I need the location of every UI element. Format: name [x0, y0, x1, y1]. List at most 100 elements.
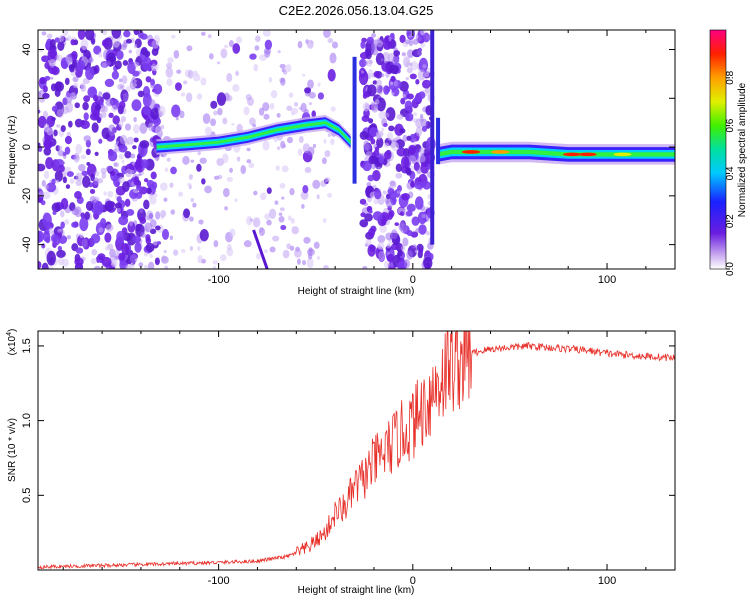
spectral-noise-blob: [118, 153, 124, 160]
spectral-noise-blob: [370, 48, 379, 56]
spectral-noise-blob: [391, 243, 399, 251]
spectral-noise-blob: [395, 163, 403, 173]
spectral-noise-blob: [378, 111, 386, 120]
spectral-noise-blob: [409, 73, 417, 80]
spectral-noise-blob: [220, 48, 228, 59]
spectral-noise-blob: [380, 73, 385, 78]
spectral-noise-blob: [104, 232, 112, 243]
spectral-noise-blob: [258, 227, 265, 237]
spectral-noise-blob: [290, 217, 295, 224]
spectral-noise-blob: [229, 228, 236, 238]
spectral-noise-blob: [368, 228, 376, 237]
spectral-noise-blob: [125, 168, 133, 178]
chart-title: C2E2.2026.056.13.04.G25: [279, 3, 434, 18]
spectral-noise-blob: [415, 79, 420, 85]
spectral-noise-blob: [101, 62, 107, 68]
spectral-noise-blob: [359, 198, 367, 205]
spectral-noise-blob: [40, 200, 46, 206]
spectral-noise-blob: [61, 161, 66, 165]
y-tick-label: 1.0: [21, 413, 33, 428]
spectral-noise-blob: [182, 155, 190, 165]
spectral-noise-blob: [149, 99, 156, 110]
spectral-noise-blob: [119, 134, 128, 145]
spectral-noise-blob: [262, 140, 270, 151]
spectral-noise-blob: [135, 157, 142, 167]
spectral-noise-blob: [327, 38, 334, 44]
spectral-noise-blob: [376, 137, 384, 148]
spectral-noise-blob: [371, 101, 379, 113]
spectral-noise-blob: [360, 40, 366, 49]
spectral-noise-blob: [111, 30, 122, 39]
spectral-noise-blob: [308, 91, 316, 99]
spectral-spike: [352, 56, 357, 184]
colorbar: 0.0 0.2 0.4 0.6 0.8 Normalized spectral ampl…: [709, 29, 748, 276]
spectral-noise-blob: [101, 172, 107, 179]
spectral-noise-blob: [76, 60, 86, 71]
spectral-noise-blob: [380, 58, 384, 62]
spectral-noise-blob: [105, 165, 114, 172]
spectral-noise-blob: [118, 101, 126, 110]
spectral-noise-blob: [410, 61, 419, 71]
spectral-noise-blob: [139, 217, 147, 225]
spectral-noise-blob: [412, 138, 417, 143]
y-tick-label: 0.5: [21, 488, 33, 503]
spectral-noise-blob: [416, 168, 422, 175]
spectral-noise-blob: [247, 97, 254, 106]
spectral-noise-blob: [154, 257, 160, 266]
spectral-noise-blob: [132, 235, 142, 244]
y-tick-label: -40: [21, 237, 33, 253]
spectral-noise-blob: [402, 93, 406, 98]
spectral-noise-blob: [322, 218, 327, 224]
spectral-noise-blob: [387, 132, 394, 141]
spectral-noise-blob: [297, 40, 303, 49]
spectral-noise-blob: [98, 91, 103, 97]
spectral-noise-blob: [226, 243, 232, 251]
spectral-noise-blob: [406, 31, 411, 36]
spectral-noise-blob: [359, 219, 369, 228]
spectral-noise-blob: [371, 33, 377, 38]
spectral-noise-blob: [176, 69, 182, 74]
spectral-noise-blob: [406, 67, 413, 74]
spectral-noise-blob: [62, 176, 68, 184]
spectral-noise-blob: [312, 179, 321, 190]
spectral-noise-blob: [197, 150, 201, 156]
spectral-noise-blob: [93, 265, 101, 269]
spectral-noise-blob: [38, 231, 43, 244]
colorbar-gradient: [709, 29, 727, 270]
spectral-noise-blob: [402, 237, 409, 247]
spectral-noise-blob: [371, 42, 376, 51]
spectrogram-ticks: -100 0 100 -40 -20 0 20 40: [21, 30, 675, 286]
spectral-noise-blob: [268, 76, 273, 83]
spectral-noise-blob: [301, 203, 305, 209]
spectral-noise-blob: [362, 101, 370, 112]
spectral-noise-blob: [377, 234, 386, 243]
spectral-noise-blob: [183, 80, 188, 85]
spectral-noise-blob: [398, 222, 405, 232]
spectral-noise-blob: [90, 233, 101, 244]
spectral-noise-blob: [78, 163, 86, 172]
spectral-noise-blob: [42, 191, 51, 200]
spectral-noise-blob: [151, 63, 157, 70]
spectral-noise-blob: [414, 196, 424, 210]
spectral-noise-blob: [149, 228, 157, 235]
spectral-noise-blob: [397, 249, 403, 257]
spectral-noise-blob: [90, 37, 96, 45]
spectral-noise-blob: [118, 252, 126, 261]
spectral-noise-blob: [116, 230, 125, 244]
spectral-noise-blob: [281, 165, 289, 173]
spectral-noise-blob: [151, 47, 159, 56]
spectral-noise-blob: [131, 99, 142, 112]
spectral-noise-blob: [150, 171, 157, 180]
spectral-noise-blob: [302, 143, 310, 154]
spectral-noise-blob: [243, 240, 252, 248]
spectral-noise-blob: [385, 86, 391, 93]
colorbar-tick-label: 0.2: [725, 214, 736, 228]
spectral-noise-blob: [372, 80, 378, 85]
spectral-noise-blob: [323, 30, 331, 39]
spectral-noise-blob: [364, 213, 373, 222]
spectrogram-y-axis-title: Frequency (Hz): [7, 116, 18, 185]
spectral-noise-blob: [106, 243, 114, 251]
spectral-noise-blob: [149, 219, 157, 228]
spectral-noise-blob: [213, 240, 219, 248]
spectral-noise-blob: [420, 30, 426, 36]
